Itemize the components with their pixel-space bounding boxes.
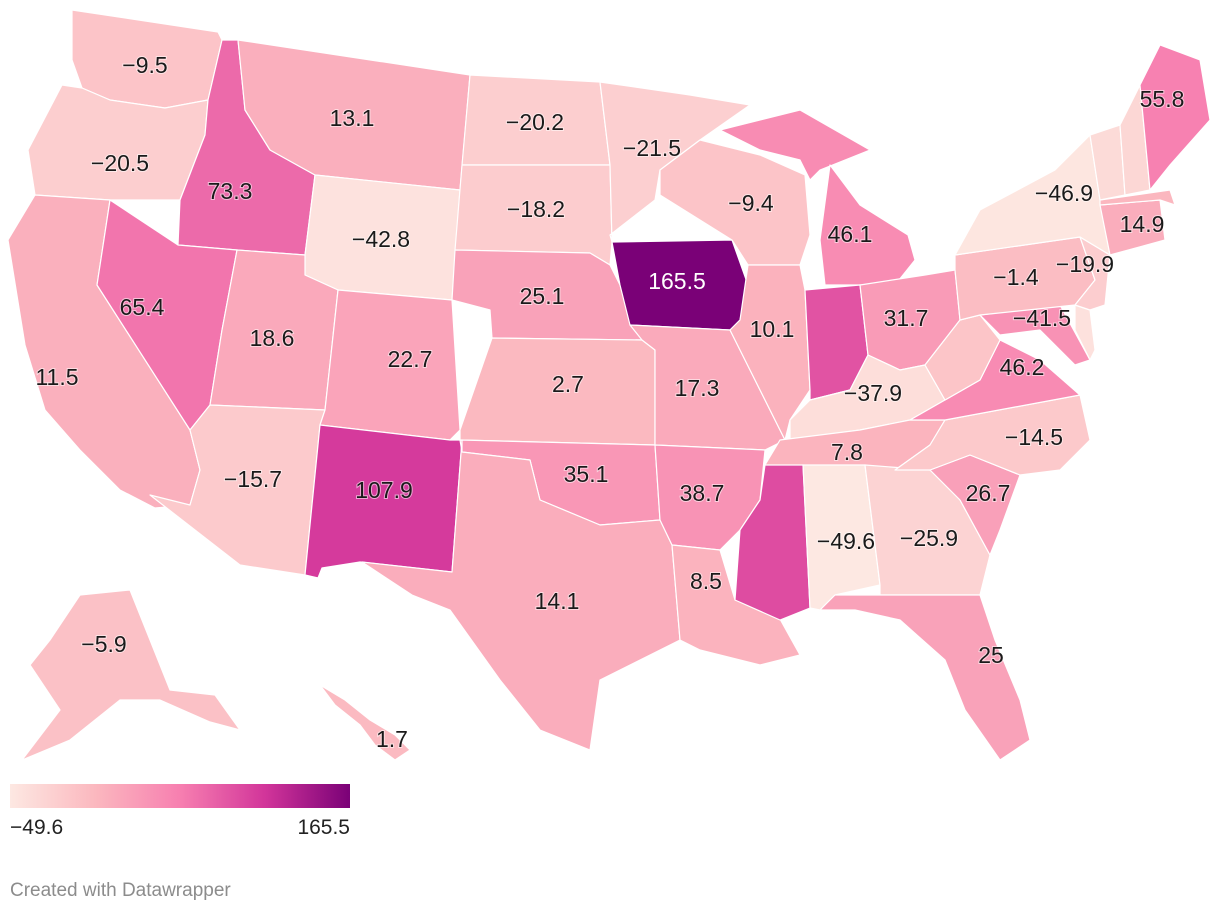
value-label-ok: 35.1 (564, 461, 609, 487)
value-label-az: −15.7 (224, 466, 282, 492)
value-label-la: 8.5 (690, 568, 722, 594)
value-label-me: 55.8 (1140, 86, 1185, 112)
state-nc[interactable] (894, 394, 1091, 476)
state-ar[interactable] (654, 444, 766, 551)
value-label-ga: −25.9 (900, 525, 958, 551)
state-hi[interactable] (319, 684, 411, 761)
value-label-nc: −14.5 (1005, 424, 1063, 450)
value-label-ut: 18.6 (250, 325, 295, 351)
state-il[interactable] (729, 264, 811, 441)
value-label-or: −20.5 (91, 150, 149, 176)
legend-min-label: −49.6 (10, 816, 64, 839)
value-label-wi: −9.4 (728, 190, 774, 216)
datawrapper-credit[interactable]: Created with Datawrapper (10, 880, 231, 901)
legend-gradient-bar (10, 784, 350, 808)
value-label-ky: −37.9 (844, 380, 902, 406)
value-label-nv: 65.4 (120, 294, 165, 320)
state-la[interactable] (671, 544, 801, 666)
value-label-oh: 31.7 (884, 305, 929, 331)
us-choropleth-map: −9.5 −20.5 11.5 73.3 65.4 13.1 −42.8 18.6 −15.7 2… (7, 9, 1211, 761)
value-label-mi: 46.1 (828, 221, 873, 247)
state-nm[interactable] (304, 424, 463, 579)
value-label-mt: 13.1 (330, 105, 375, 131)
state-me[interactable] (1139, 44, 1211, 191)
legend-max-label: 165.5 (297, 816, 350, 839)
value-label-fl: 25 (978, 642, 1004, 668)
state-tx[interactable] (361, 439, 681, 751)
value-label-nd: −20.2 (506, 109, 564, 135)
value-label-ks: 2.7 (552, 371, 584, 397)
value-label-mn: −21.5 (623, 135, 681, 161)
color-legend: −49.6 165.5 (10, 784, 350, 839)
value-label-ak: −5.9 (81, 631, 126, 657)
value-label-wy: −42.8 (352, 226, 410, 252)
value-label-de: −41.5 (1013, 305, 1071, 331)
value-label-wa: −9.5 (122, 52, 167, 78)
value-label-ia: 165.5 (648, 268, 706, 294)
value-label-ny: −46.9 (1035, 180, 1093, 206)
value-label-nj: −19.9 (1056, 251, 1114, 277)
state-mi[interactable] (719, 109, 871, 181)
value-label-ar: 38.7 (680, 480, 725, 506)
state-ak[interactable] (21, 589, 241, 761)
value-label-id: 73.3 (208, 178, 253, 204)
value-label-sd: −18.2 (507, 196, 565, 222)
value-label-pa: −1.4 (993, 264, 1039, 290)
value-label-ne: 25.1 (520, 283, 565, 309)
value-label-mo: 17.3 (675, 375, 720, 401)
value-label-al: −49.6 (817, 528, 875, 554)
value-label-co: 22.7 (388, 346, 433, 372)
value-label-hi: 1.7 (376, 726, 408, 752)
value-label-nm: 107.9 (355, 477, 413, 503)
state-mn[interactable] (599, 81, 751, 243)
value-label-ca: 11.5 (35, 364, 78, 390)
value-label-il: 10.1 (750, 316, 795, 342)
value-label-tx: 14.1 (535, 588, 580, 614)
state-fl[interactable] (819, 594, 1031, 761)
value-label-ct: 14.9 (1120, 211, 1165, 237)
value-label-va: 46.2 (1000, 354, 1045, 380)
state-ma[interactable] (1099, 189, 1176, 206)
value-label-tn: 7.8 (831, 439, 863, 465)
value-label-sc: 26.7 (966, 480, 1011, 506)
